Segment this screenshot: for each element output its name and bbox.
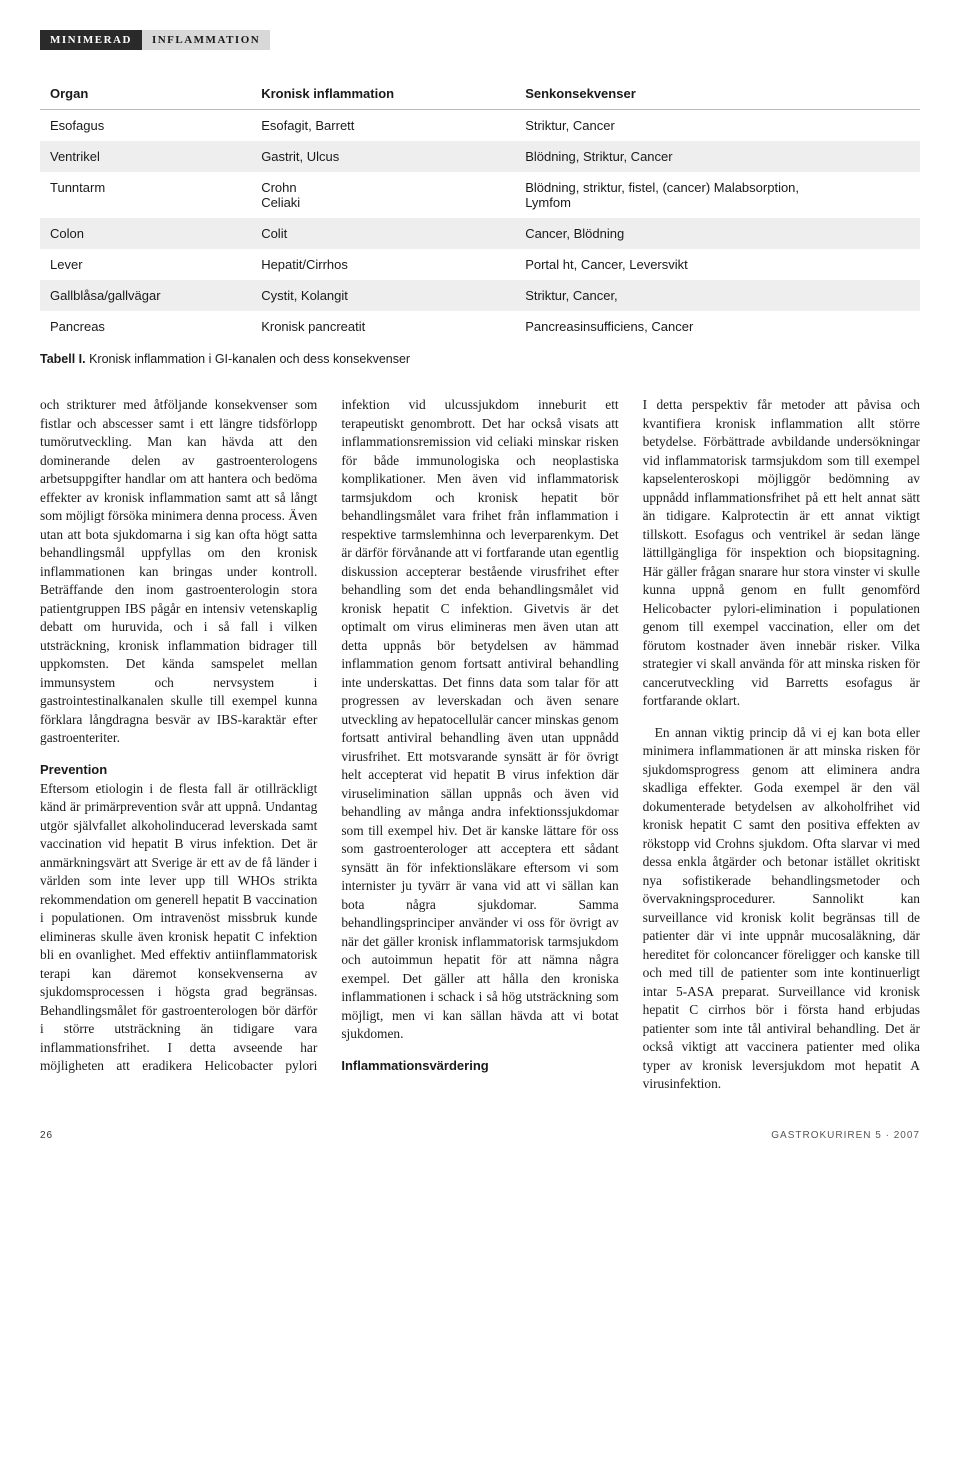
page-number: 26 — [40, 1130, 53, 1141]
table-cell: CrohnCeliaki — [251, 172, 515, 218]
table-row: LeverHepatit/CirrhosPortal ht, Cancer, L… — [40, 249, 920, 280]
table-cell: Pancreas — [40, 311, 251, 342]
table-header-cell: Senkonsekvenser — [515, 78, 920, 110]
table-cell: Colon — [40, 218, 251, 249]
article-body: och strikturer med åtföljande konsekvens… — [40, 396, 920, 1094]
table-row: Gallblåsa/gallvägarCystit, KolangitStrik… — [40, 280, 920, 311]
table-row: PancreasKronisk pancreatitPancreasinsuff… — [40, 311, 920, 342]
table-caption: Tabell I. Kronisk inflammation i GI-kana… — [40, 352, 920, 366]
table-cell: Blödning, striktur, fistel, (cancer) Mal… — [515, 172, 920, 218]
banner-dark: MINIMERAD — [40, 30, 142, 50]
table-cell: Ventrikel — [40, 141, 251, 172]
table-cell: Striktur, Cancer — [515, 110, 920, 142]
paragraph: En annan viktig princip då vi ej kan bot… — [643, 724, 920, 1094]
table-cell: Striktur, Cancer, — [515, 280, 920, 311]
table-cell: Hepatit/Cirrhos — [251, 249, 515, 280]
section-heading-inflammationsvardering: Inflammationsvärdering — [341, 1057, 618, 1075]
table-row: EsofagusEsofagit, BarrettStriktur, Cance… — [40, 110, 920, 142]
table-cell: Blödning, Striktur, Cancer — [515, 141, 920, 172]
inflammation-table: OrganKronisk inflammationSenkonsekvenser… — [40, 78, 920, 342]
table-cell: Esofagit, Barrett — [251, 110, 515, 142]
table-cell: Pancreasinsufficiens, Cancer — [515, 311, 920, 342]
banner-light: INFLAMMATION — [142, 30, 270, 50]
table-cell: Lever — [40, 249, 251, 280]
table-cell: Gallblåsa/gallvägar — [40, 280, 251, 311]
table-cell: Cancer, Blödning — [515, 218, 920, 249]
table-header-cell: Organ — [40, 78, 251, 110]
table-cell: Colit — [251, 218, 515, 249]
table-cell: Cystit, Kolangit — [251, 280, 515, 311]
table-cell: Kronisk pancreatit — [251, 311, 515, 342]
section-heading-prevention: Prevention — [40, 761, 317, 779]
table-cell: Tunntarm — [40, 172, 251, 218]
paragraph: och strikturer med åtföljande konsekvens… — [40, 396, 317, 748]
caption-label: Tabell I. — [40, 352, 86, 366]
table-cell: Gastrit, Ulcus — [251, 141, 515, 172]
table-body: EsofagusEsofagit, BarrettStriktur, Cance… — [40, 110, 920, 343]
paragraph: I detta perspektiv får metoder att påvis… — [643, 396, 920, 711]
table-row: TunntarmCrohnCeliakiBlödning, striktur, … — [40, 172, 920, 218]
page-footer: 26 GASTROKURIREN 5 · 2007 — [40, 1130, 920, 1141]
table-row: ColonColitCancer, Blödning — [40, 218, 920, 249]
table-header-cell: Kronisk inflammation — [251, 78, 515, 110]
table-cell: Esofagus — [40, 110, 251, 142]
table-row: VentrikelGastrit, UlcusBlödning, Striktu… — [40, 141, 920, 172]
table-cell: Portal ht, Cancer, Leversvikt — [515, 249, 920, 280]
journal-ref: GASTROKURIREN 5 · 2007 — [771, 1130, 920, 1141]
caption-text: Kronisk inflammation i GI-kanalen och de… — [86, 352, 410, 366]
table-header-row: OrganKronisk inflammationSenkonsekvenser — [40, 78, 920, 110]
section-banner: MINIMERADINFLAMMATION — [40, 30, 270, 50]
